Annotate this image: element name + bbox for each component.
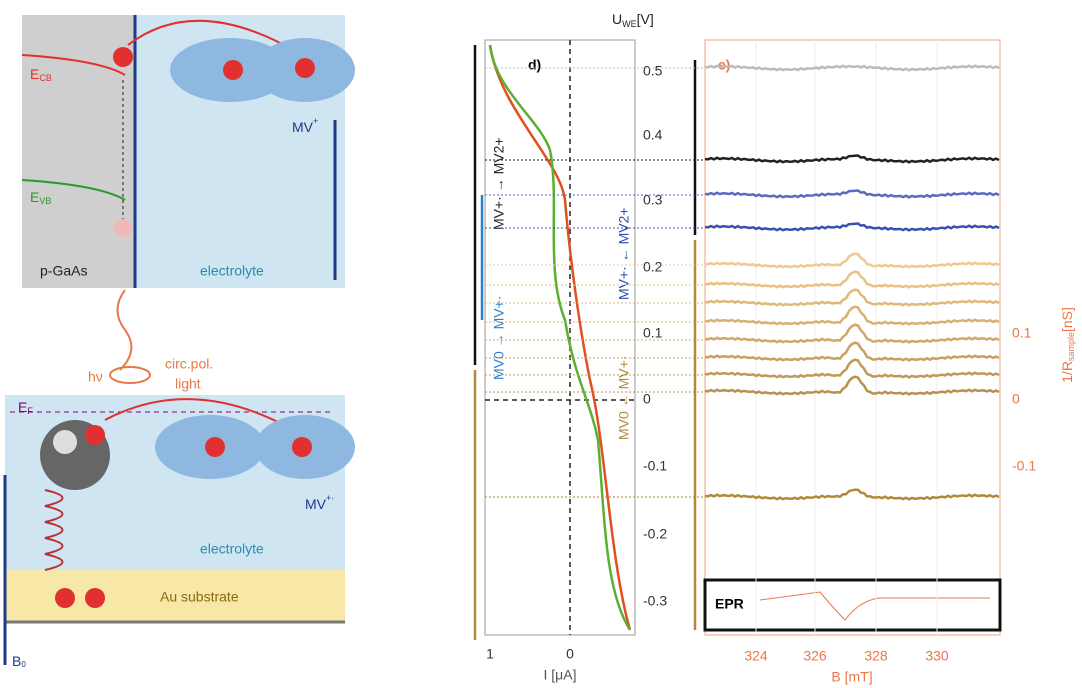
process-label: MV+· → MV2+ [491, 137, 507, 230]
epr-trace [704, 252, 1000, 269]
epr-trace [704, 488, 1000, 501]
evb-label: EVB [30, 189, 51, 207]
ecb-label: ECB [30, 66, 52, 84]
top-schematic: ECB EVB p-GaAs electrolyte MV+ hν circ.p… [21, 15, 355, 392]
epr-trace [704, 270, 1000, 289]
x-tick-label: 1 [486, 646, 494, 662]
light-label-1: circ.pol. [165, 356, 213, 372]
x-tick-label: 328 [864, 648, 888, 664]
y-tick-label: -0.1 [1012, 458, 1036, 474]
epr-trace [704, 305, 1000, 326]
panel-e: e) EPR B [mT] 1/Rsample[nS] 324 326 328 330… [693, 39, 1077, 685]
epr-trace [704, 154, 1000, 164]
mv-label: MV+ [292, 116, 318, 134]
y-tick-label: 0.1 [1012, 325, 1032, 341]
epr-trace [704, 341, 1000, 362]
epr-trace [704, 323, 1000, 344]
y-tick-label: -0.2 [643, 526, 667, 542]
x-axis-title: B [mT] [831, 669, 872, 685]
epr-trace [704, 189, 1000, 199]
y-tick-label: 0.4 [643, 127, 663, 143]
b0-label: B0 [12, 653, 26, 669]
semiconductor-label: p-GaAs [40, 263, 87, 279]
epr-trace [704, 358, 1000, 379]
x-tick-label: 326 [803, 648, 827, 664]
y-tick-label: 0 [1012, 391, 1020, 407]
epr-trace [704, 288, 1000, 307]
panel-label: d) [528, 57, 541, 73]
x-tick-label: 324 [744, 648, 768, 664]
panel-d: d) UWE[V] I [μA] MV+· → MV2+ MV0 → MV+· … [473, 11, 667, 683]
process-label: MV0 ← MV+· [616, 356, 632, 440]
epr-trace [704, 222, 1000, 232]
y-tick-label: 0.5 [643, 63, 663, 79]
epr-label: EPR [715, 596, 744, 612]
x-tick-label: 330 [925, 648, 949, 664]
electrolyte-label: electrolyte [200, 541, 264, 557]
x-tick-label: 0 [566, 646, 574, 662]
process-label: MV+· ← MV2+ [616, 207, 632, 300]
process-label: MV0 → MV+· [491, 296, 507, 380]
y-axis-title: UWE[V] [612, 11, 654, 30]
light-label-2: light [175, 376, 201, 392]
y-tick-label: -0.3 [643, 593, 667, 609]
mv-label: MV+· [305, 493, 334, 511]
y-tick-label: -0.1 [643, 458, 667, 474]
bottom-schematic: EF MV+· electrolyte Au substrate B0 [3, 395, 355, 669]
y-tick-label: 0 [643, 391, 651, 407]
substrate-label: Au substrate [160, 589, 239, 605]
x-axis-title: I [μA] [544, 667, 577, 683]
epr-trace [704, 64, 1000, 72]
panel-label: e) [718, 57, 730, 73]
y-tick-label: 0.2 [643, 259, 663, 275]
epr-trace [704, 375, 1000, 396]
hv-label: hν [88, 369, 103, 385]
y-axis-title: 1/Rsample[nS] [1059, 307, 1077, 383]
y-tick-label: 0.3 [643, 192, 663, 208]
y-tick-label: 0.1 [643, 325, 663, 341]
electrolyte-label: electrolyte [200, 263, 264, 279]
ef-label: EF [18, 399, 33, 417]
